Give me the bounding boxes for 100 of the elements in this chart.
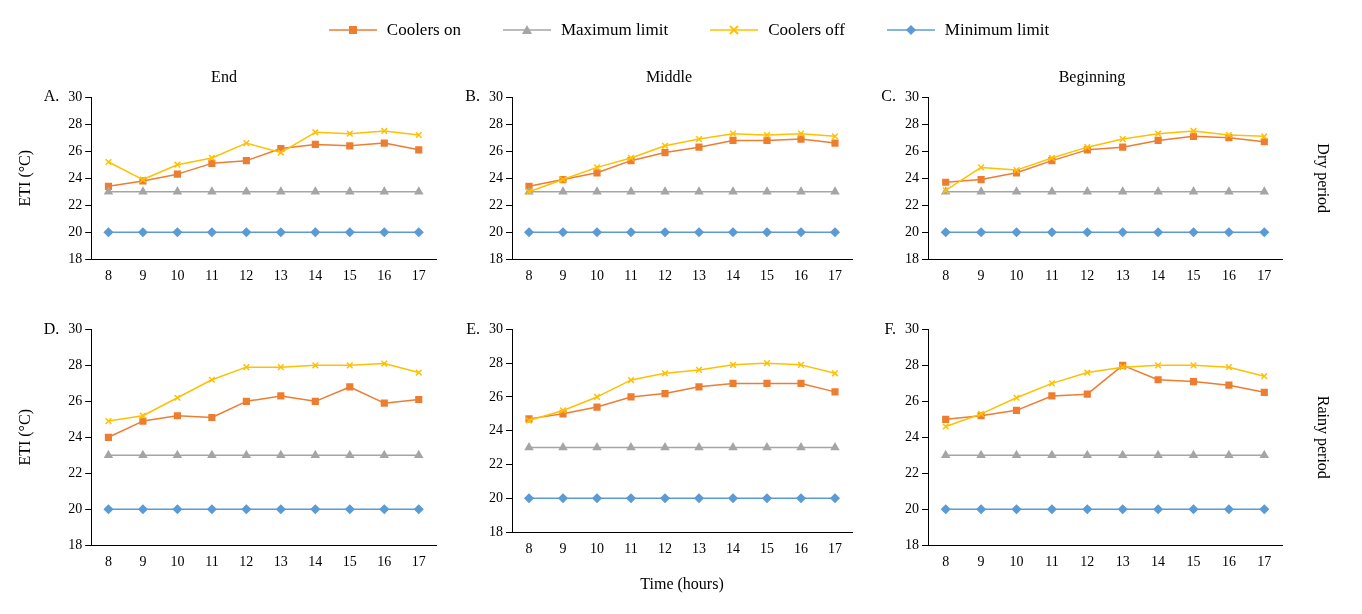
x-tick-label: 12: [239, 554, 254, 570]
x-tick-label: 9: [559, 541, 567, 557]
y-tick-label: 28: [68, 357, 83, 373]
y-tick-label: 26: [905, 393, 919, 409]
legend-label: Minimum limit: [944, 20, 1050, 40]
x-tick-label: 10: [170, 554, 185, 570]
y-tick-label: 20: [905, 500, 919, 516]
y-tick-label: 18: [905, 536, 919, 552]
x-tick-label: 8: [525, 541, 533, 557]
x-tick-label: 14: [308, 554, 323, 570]
chart-title: End: [211, 67, 237, 85]
y-tick-label: 24: [905, 169, 919, 185]
x-tick-label: 9: [139, 268, 147, 284]
y-tick-label: 30: [68, 88, 83, 104]
x-tick-label: 14: [726, 541, 740, 557]
y-tick-label: 18: [489, 523, 503, 539]
y-tick-label: 26: [68, 142, 83, 158]
x-tick-label: 12: [1080, 268, 1095, 284]
y-tick-label: 18: [489, 250, 503, 266]
x-tick-label: 13: [692, 268, 706, 284]
x-tick-label: 14: [1151, 268, 1166, 284]
x-tick-label: 17: [828, 541, 842, 557]
y-tick-label: 28: [68, 115, 83, 131]
y-tick-label: 20: [905, 223, 919, 239]
x-tick-label: 14: [308, 268, 323, 284]
x-tick-label: 15: [1186, 554, 1201, 570]
y-tick-label: 30: [489, 88, 503, 104]
x-tick-label: 16: [794, 268, 808, 284]
x-tick-label: 14: [726, 268, 740, 284]
y-tick-label: 22: [489, 196, 503, 212]
y-tick-label: 22: [905, 196, 919, 212]
x-tick-label: 11: [624, 268, 638, 284]
x-tick-label: 13: [692, 541, 706, 557]
x-tick-label: 8: [104, 554, 112, 570]
x-tick-label: 15: [1186, 268, 1201, 284]
x-tick-label: 9: [139, 554, 147, 570]
y-tick-label: 24: [68, 428, 83, 444]
x-tick-label: 14: [1151, 554, 1166, 570]
x-tick-label: 16: [794, 541, 808, 557]
x-tick-label: 10: [1009, 268, 1024, 284]
y-tick-label: 28: [905, 357, 919, 373]
y-tick-label: 30: [68, 321, 83, 337]
y-tick-label: 22: [905, 464, 919, 480]
x-tick-label: 12: [1080, 554, 1095, 570]
x-tick-label: 9: [977, 554, 985, 570]
x-tick-label: 16: [377, 268, 392, 284]
x-tick-label: 11: [205, 268, 219, 284]
x-tick-label: 17: [411, 554, 426, 570]
y-tick-label: 26: [489, 142, 503, 158]
x-tick-label: 13: [273, 554, 288, 570]
x-tick-label: 15: [342, 268, 357, 284]
x-tick-label: 10: [1009, 554, 1024, 570]
y-tick-label: 28: [489, 115, 503, 131]
text: E.: [466, 319, 480, 337]
y-axis-title: ETI (°C): [15, 149, 34, 207]
x-axis-title: Time (hours): [640, 574, 724, 593]
x-tick-label: 13: [1115, 268, 1130, 284]
x-tick-label: 11: [1045, 554, 1059, 570]
x-tick-label: 15: [342, 554, 357, 570]
y-tick-label: 20: [489, 489, 503, 505]
text: A.: [43, 87, 60, 105]
x-tick-label: 17: [1257, 554, 1272, 570]
y-tick-label: 30: [905, 88, 919, 104]
y-tick-label: 28: [905, 115, 919, 131]
x-tick-label: 16: [377, 554, 392, 570]
y-tick-label: 30: [905, 321, 919, 337]
y-tick-label: 24: [68, 169, 83, 185]
y-tick-label: 18: [68, 536, 83, 552]
x-tick-label: 17: [411, 268, 426, 284]
text: Rainy period: [1313, 395, 1332, 479]
chart-title: Beginning: [1058, 67, 1126, 86]
x-tick-label: 12: [658, 541, 672, 557]
y-tick-label: 24: [489, 422, 503, 438]
x-tick-label: 15: [760, 541, 774, 557]
y-tick-label: 22: [68, 464, 83, 480]
y-tick-label: 20: [68, 223, 83, 239]
x-tick-label: 12: [658, 268, 672, 284]
chart-title: Middle: [645, 67, 693, 85]
x-tick-label: 13: [1115, 554, 1130, 570]
y-tick-label: 26: [489, 388, 503, 404]
x-tick-label: 11: [205, 554, 219, 570]
y-tick-label: 18: [68, 250, 83, 266]
y-tick-label: 28: [489, 354, 503, 370]
y-tick-label: 26: [68, 393, 83, 409]
x-tick-label: 16: [1221, 554, 1236, 570]
x-tick-label: 8: [525, 268, 533, 284]
x-tick-label: 12: [239, 268, 254, 284]
legend-label: Coolers off: [768, 20, 845, 40]
y-tick-label: 30: [489, 321, 503, 337]
x-tick-label: 11: [1045, 268, 1059, 284]
y-tick-label: 26: [905, 142, 919, 158]
text: F.: [884, 319, 896, 337]
x-tick-label: 15: [760, 268, 774, 284]
y-tick-label: 24: [489, 169, 503, 185]
x-tick-label: 8: [942, 268, 950, 284]
text: Dry period: [1313, 143, 1332, 214]
y-axis-title: ETI (°C): [15, 409, 34, 466]
y-tick-label: 20: [68, 500, 83, 516]
x-tick-label: 8: [942, 554, 950, 570]
x-tick-label: 9: [977, 268, 985, 284]
